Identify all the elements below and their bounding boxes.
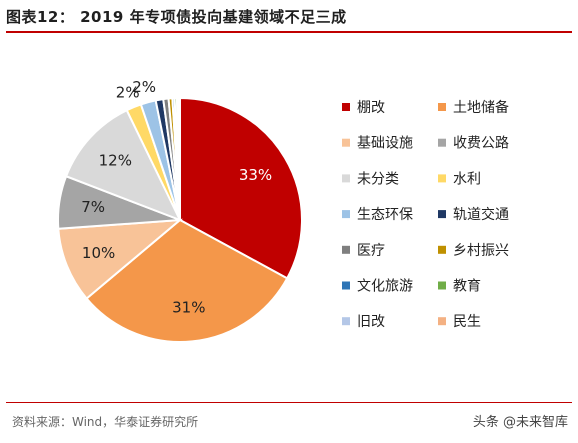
pie-slice-14	[177, 96, 181, 221]
legend-item-9: 医疗	[342, 243, 385, 259]
pie-slice-5	[64, 108, 183, 222]
legend-swatch	[438, 281, 446, 290]
legend-swatch	[438, 210, 446, 219]
data-label-2: 31%	[172, 298, 205, 316]
watermark: 头条 @未来智库	[472, 415, 568, 430]
data-label-3: 10%	[82, 244, 115, 262]
legend-item-3: 基础设施	[342, 135, 413, 152]
legend-label: 基础设施	[357, 135, 413, 152]
data-label-1: 33%	[239, 166, 272, 184]
legend-swatch	[342, 138, 350, 147]
legend-item-12: 教育	[438, 279, 481, 295]
legend-label: 乡村振兴	[453, 243, 509, 259]
legend-swatch	[438, 245, 446, 254]
pie-slice-3	[57, 218, 184, 300]
legend-swatch	[342, 174, 350, 183]
legend-item-6: 水利	[438, 171, 481, 187]
legend-item-7: 生态环保	[342, 207, 413, 223]
legend-item-13: 旧改	[342, 314, 385, 330]
legend-item-5: 未分类	[342, 171, 399, 187]
legend-swatch	[342, 103, 350, 111]
legend-label: 土地储备	[453, 99, 509, 116]
data-label-4: 7%	[81, 198, 105, 216]
legend-label: 旧改	[357, 314, 385, 330]
legend-label: 生态环保	[357, 207, 413, 223]
legend-label: 收费公路	[453, 136, 509, 152]
pie-slice-2	[85, 218, 289, 343]
pie-slices	[57, 96, 303, 343]
legend-swatch	[438, 138, 446, 147]
legend-label: 民生	[453, 314, 481, 330]
legend-label: 轨道交通	[453, 206, 509, 223]
legend-swatch	[438, 174, 446, 183]
legend-swatch	[438, 317, 446, 326]
legend-label: 水利	[453, 171, 481, 187]
legend-item-11: 文化旅游	[342, 279, 413, 295]
pie-slice-1	[179, 96, 303, 280]
legend-item-14: 民生	[438, 314, 481, 330]
chart-title: 图表12： 2019 年专项债投向基建领域不足三成	[6, 8, 347, 26]
source-note: 资料来源：Wind，华泰证券研究所	[12, 415, 199, 429]
legend-swatch	[438, 103, 446, 111]
legend-item-1: 棚改	[342, 100, 385, 116]
legend-item-4: 收费公路	[438, 136, 509, 152]
slice-labels: 33% 31% 10% 7% 12% 2%2%	[81, 78, 272, 317]
data-label-5: 12%	[99, 152, 132, 170]
legend-label: 棚改	[357, 100, 385, 116]
legend-swatch	[342, 317, 350, 326]
legend-label: 文化旅游	[357, 279, 413, 295]
legend-item-8: 轨道交通	[438, 206, 509, 223]
title-rule	[6, 31, 572, 33]
data-label-7: 2%	[132, 78, 156, 96]
legend-item-2: 土地储备	[438, 99, 509, 116]
data-label-6: 2%	[116, 83, 140, 101]
legend-label: 教育	[453, 279, 481, 295]
legend-label: 医疗	[357, 243, 385, 259]
legend-swatch	[342, 210, 350, 219]
legend-swatch	[342, 245, 350, 254]
legend-swatch	[342, 281, 350, 290]
source-rule	[6, 402, 572, 403]
legend-item-10: 乡村振兴	[438, 243, 509, 259]
legend-label: 未分类	[357, 171, 399, 187]
